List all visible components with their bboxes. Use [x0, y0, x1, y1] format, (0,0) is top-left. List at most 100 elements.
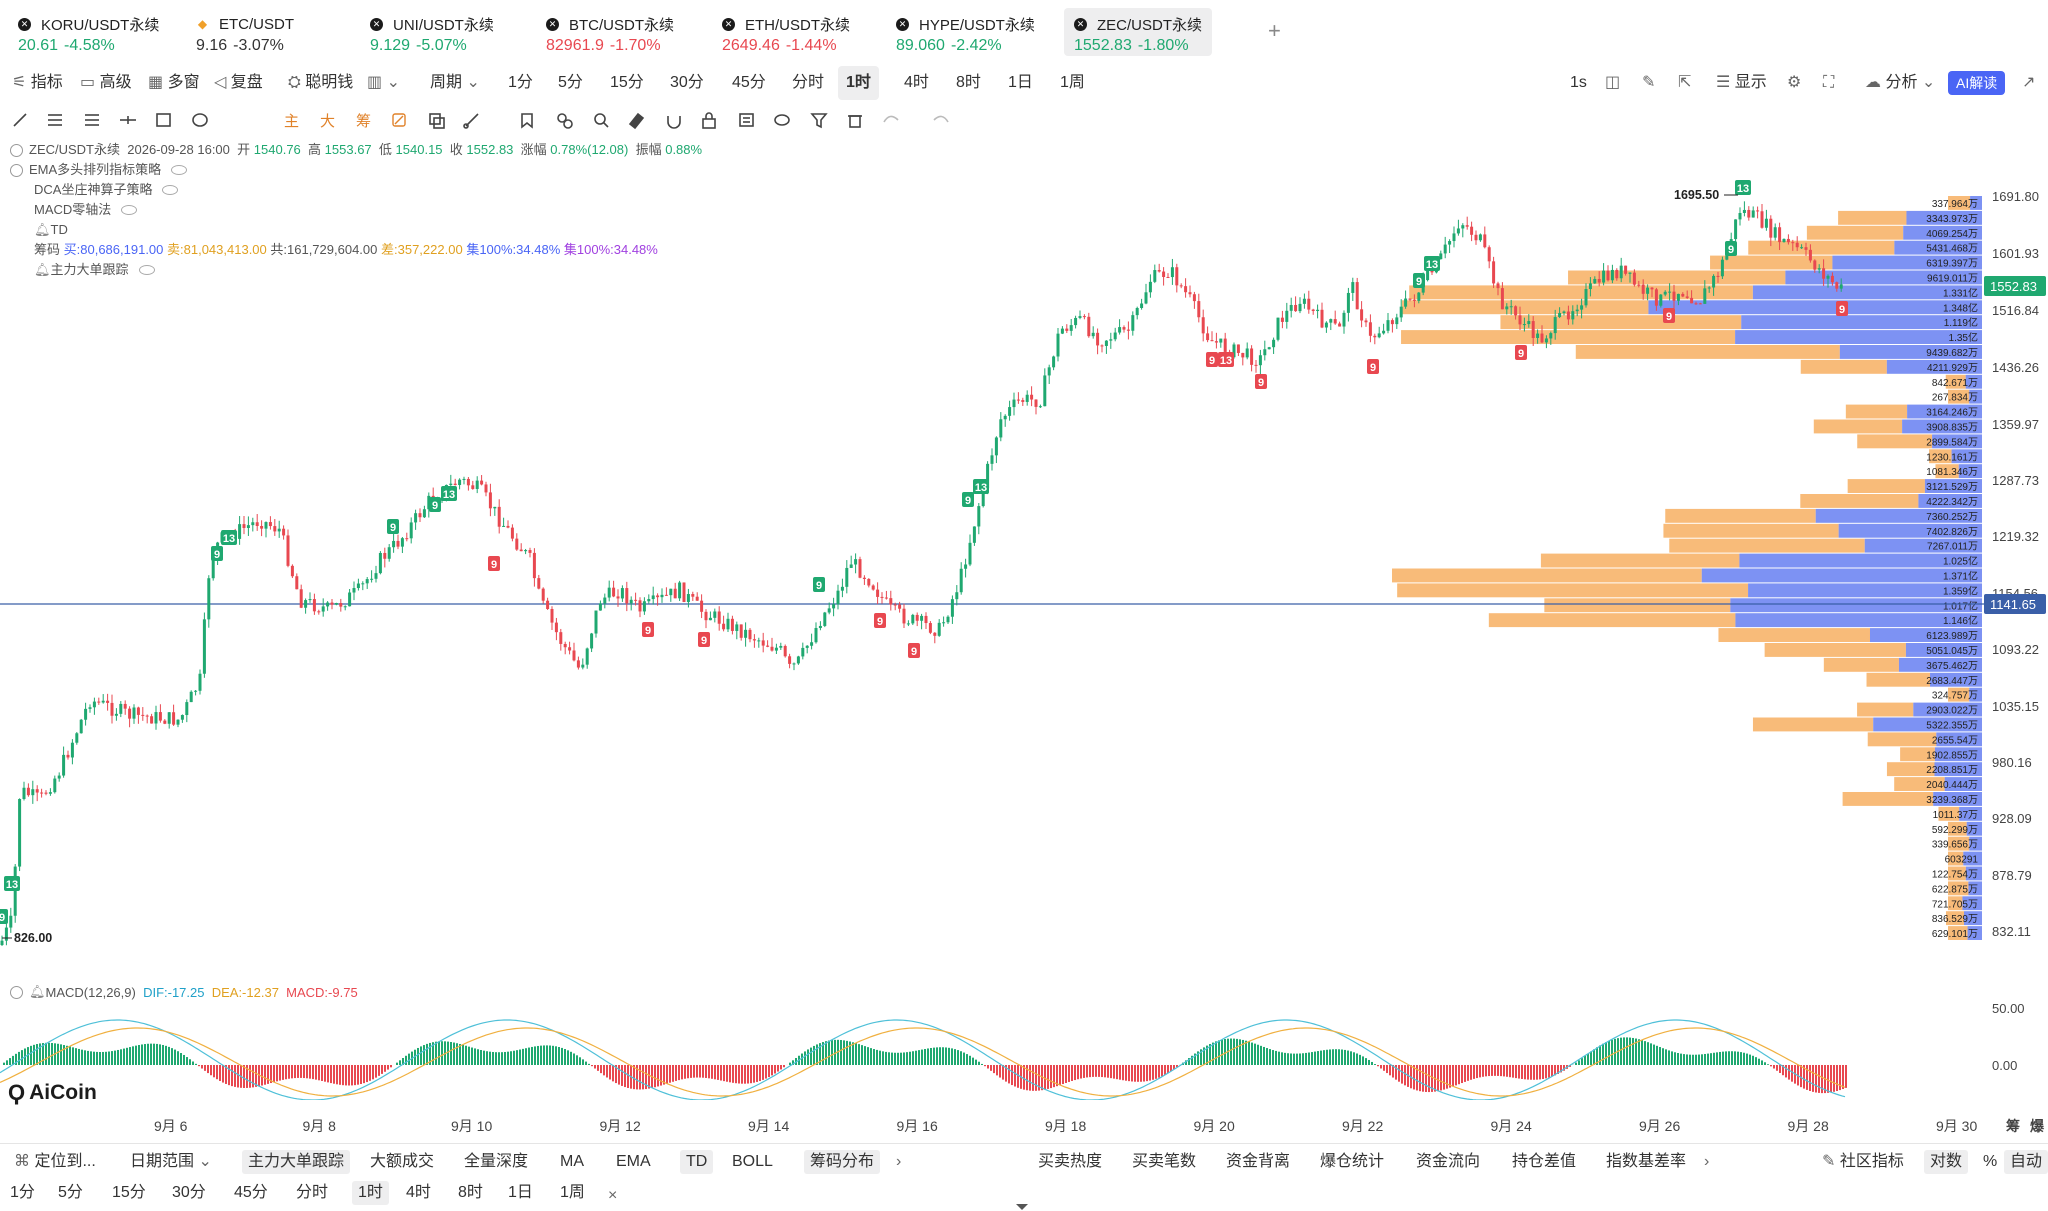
big-order-line[interactable]: 🔔︎ 主力大单跟踪 [10, 260, 702, 280]
lock-icon[interactable] [702, 112, 716, 129]
bottom-interval-0[interactable]: 1分 [10, 1184, 35, 1201]
strategy-dca[interactable]: DCA坐庄神算子策略 [10, 180, 702, 200]
multi-window-button[interactable]: ▦ 多窗 [148, 74, 200, 91]
symbol-tab[interactable]: ✕ ETH/USDT永续 2649.46 -1.44% [712, 8, 860, 56]
percent-scale-toggle[interactable]: % [1983, 1153, 1998, 1170]
interval-0[interactable]: 1分 [508, 74, 533, 91]
indicator-tab-7[interactable]: 筹码分布 [804, 1150, 881, 1174]
interval-2[interactable]: 15分 [610, 74, 644, 91]
trash-icon[interactable] [848, 115, 862, 128]
locate-button[interactable]: ⌘ 定位到... [14, 1153, 96, 1170]
bottom-interval-9[interactable]: 1日 [508, 1184, 533, 1201]
interval-4[interactable]: 45分 [732, 74, 766, 91]
redo-icon[interactable] [933, 115, 949, 123]
close-icon[interactable]: × [608, 1187, 618, 1204]
zoom-in-icon[interactable] [594, 113, 609, 128]
symbol-tab[interactable]: ✕ BTC/USDT永续 82961.9 -1.70% [536, 8, 684, 56]
bottom-interval-2[interactable]: 15分 [112, 1184, 146, 1201]
interval-10[interactable]: 1周 [1060, 74, 1085, 91]
symbol-tab[interactable]: ✕ KORU/USDT永续 20.61 -4.58% [8, 8, 169, 56]
chips-toggle[interactable]: 筹 [356, 113, 371, 130]
x-circle-icon[interactable]: ✕ [18, 17, 31, 31]
magnet-icon[interactable] [667, 116, 681, 129]
bottom-interval-7[interactable]: 4时 [406, 1184, 431, 1201]
interval-7[interactable]: 4时 [904, 74, 929, 91]
collapse-arrow-icon[interactable] [1016, 1204, 1028, 1210]
symbol-tab[interactable]: ✕ UNI/USDT永续 9.129 -5.07% [360, 8, 504, 56]
highlight-tool-icon[interactable] [392, 113, 406, 127]
analysis-dropdown[interactable]: ☁ 分析 ⌄ [1865, 74, 1936, 91]
measure-tool-icon[interactable] [463, 113, 479, 129]
advanced-button[interactable]: ▭ 高级 [80, 74, 132, 91]
eye-hidden-icon[interactable] [138, 265, 155, 275]
x-circle-icon[interactable]: ✕ [1074, 17, 1087, 31]
interval-3[interactable]: 30分 [670, 74, 704, 91]
ai-read-button[interactable]: AI解读 [1948, 71, 2006, 95]
bottom-interval-3[interactable]: 30分 [172, 1184, 206, 1201]
big-order-toggle[interactable]: 大 [320, 113, 335, 130]
right-indicator-tab-2[interactable]: 资金背离 [1226, 1153, 1291, 1170]
camera-icon[interactable]: ◫ [1605, 74, 1621, 91]
axis-toggle-1[interactable]: 爆 [2030, 1118, 2044, 1134]
pencil-icon[interactable]: ✎ [1642, 74, 1656, 91]
fullscreen-icon[interactable]: ⛶ [1823, 74, 1835, 91]
bottom-interval-8[interactable]: 8时 [458, 1184, 483, 1201]
fib-tool-icon[interactable] [85, 114, 99, 126]
replay-button[interactable]: ◁ 复盘 [214, 74, 263, 91]
filter-icon[interactable] [810, 113, 828, 129]
right-indicator-tab-6[interactable]: 指数基差率 [1606, 1153, 1687, 1170]
smart-money-button[interactable]: ⛭ 聪明钱 [288, 74, 354, 91]
date-range-dropdown[interactable]: 日期范围 ⌄ [130, 1153, 212, 1170]
indicator-tab-3[interactable]: MA [560, 1153, 584, 1170]
bottom-interval-1[interactable]: 5分 [58, 1184, 83, 1201]
eye-hidden-icon[interactable] [121, 205, 138, 215]
more-tabs-arrow-icon[interactable]: › [896, 1153, 902, 1170]
bookmark-tool-icon[interactable] [521, 113, 533, 129]
collapse-circle-icon[interactable] [10, 985, 23, 999]
bottom-interval-10[interactable]: 1周 [560, 1184, 585, 1201]
right-indicator-tab-3[interactable]: 爆仓统计 [1320, 1153, 1385, 1170]
horizontal-ray-tool-icon[interactable] [120, 116, 136, 124]
eye-hidden-icon[interactable] [171, 165, 188, 175]
eraser-icon[interactable] [628, 112, 645, 130]
period-dropdown[interactable]: 周期 ⌄ [430, 74, 480, 91]
settings-gear-icon[interactable]: ⚙ [1787, 74, 1802, 91]
display-button[interactable]: ☰ 显示 [1716, 74, 1767, 91]
bottom-interval-5[interactable]: 分时 [296, 1184, 329, 1201]
interval-6[interactable]: 1时 [838, 66, 879, 100]
interval-8[interactable]: 8时 [956, 74, 981, 91]
template-icon[interactable] [739, 113, 754, 127]
community-indicator-button[interactable]: ✎ 社区指标 [1822, 1153, 1904, 1170]
strategy-td[interactable]: 🔔︎ TD [10, 220, 702, 240]
indicator-tab-5[interactable]: TD [680, 1150, 714, 1174]
collapse-circle-icon[interactable] [10, 143, 23, 157]
interval-1[interactable]: 5分 [558, 74, 583, 91]
log-scale-toggle[interactable]: 对数 [1924, 1150, 1969, 1174]
x-circle-icon[interactable]: ✕ [896, 17, 909, 31]
right-indicator-tab-4[interactable]: 资金流向 [1416, 1153, 1481, 1170]
auto-scale-toggle[interactable]: 自动 [2004, 1150, 2048, 1174]
candlestick-chart[interactable]: 337.964万 3343.973万 4069.254万 5431.468万 6319.… [0, 135, 2048, 985]
right-indicator-tab-0[interactable]: 买卖热度 [1038, 1153, 1103, 1170]
layer-icon[interactable] [774, 114, 790, 126]
x-circle-icon[interactable]: ✕ [546, 17, 559, 31]
add-tab-icon[interactable]: + [1268, 18, 1281, 43]
tick-1s-button[interactable]: 1s [1570, 74, 1587, 91]
strategy-ema[interactable]: EMA多头排列指标策略 [10, 160, 702, 180]
eye-hidden-icon[interactable] [162, 185, 179, 195]
x-circle-icon[interactable]: ✕ [722, 17, 735, 31]
rectangle-tool-icon[interactable] [156, 113, 171, 127]
right-indicator-tab-5[interactable]: 持仓差值 [1512, 1153, 1577, 1170]
link-tool-icon[interactable] [557, 113, 573, 129]
symbol-tab[interactable]: ✕ HYPE/USDT永续 89.060 -2.42% [886, 8, 1045, 56]
undo-icon[interactable] [883, 115, 899, 123]
more-right-tabs-arrow-icon[interactable]: › [1704, 1153, 1710, 1170]
indicator-tab-2[interactable]: 全量深度 [464, 1153, 529, 1170]
right-indicator-tab-1[interactable]: 买卖笔数 [1132, 1153, 1197, 1170]
symbol-tab[interactable]: ✕ ZEC/USDT永续 1552.83 -1.80% [1064, 8, 1213, 56]
symbol-tab[interactable]: ◆ ETC/USDT 9.16 -3.07% [186, 8, 304, 56]
x-circle-icon[interactable]: ✕ [370, 17, 383, 31]
interval-5[interactable]: 分时 [792, 74, 825, 91]
indicator-button[interactable]: ⚟ 指标 [12, 74, 63, 91]
strategy-macd-zero[interactable]: MACD零轴法 [10, 200, 702, 220]
